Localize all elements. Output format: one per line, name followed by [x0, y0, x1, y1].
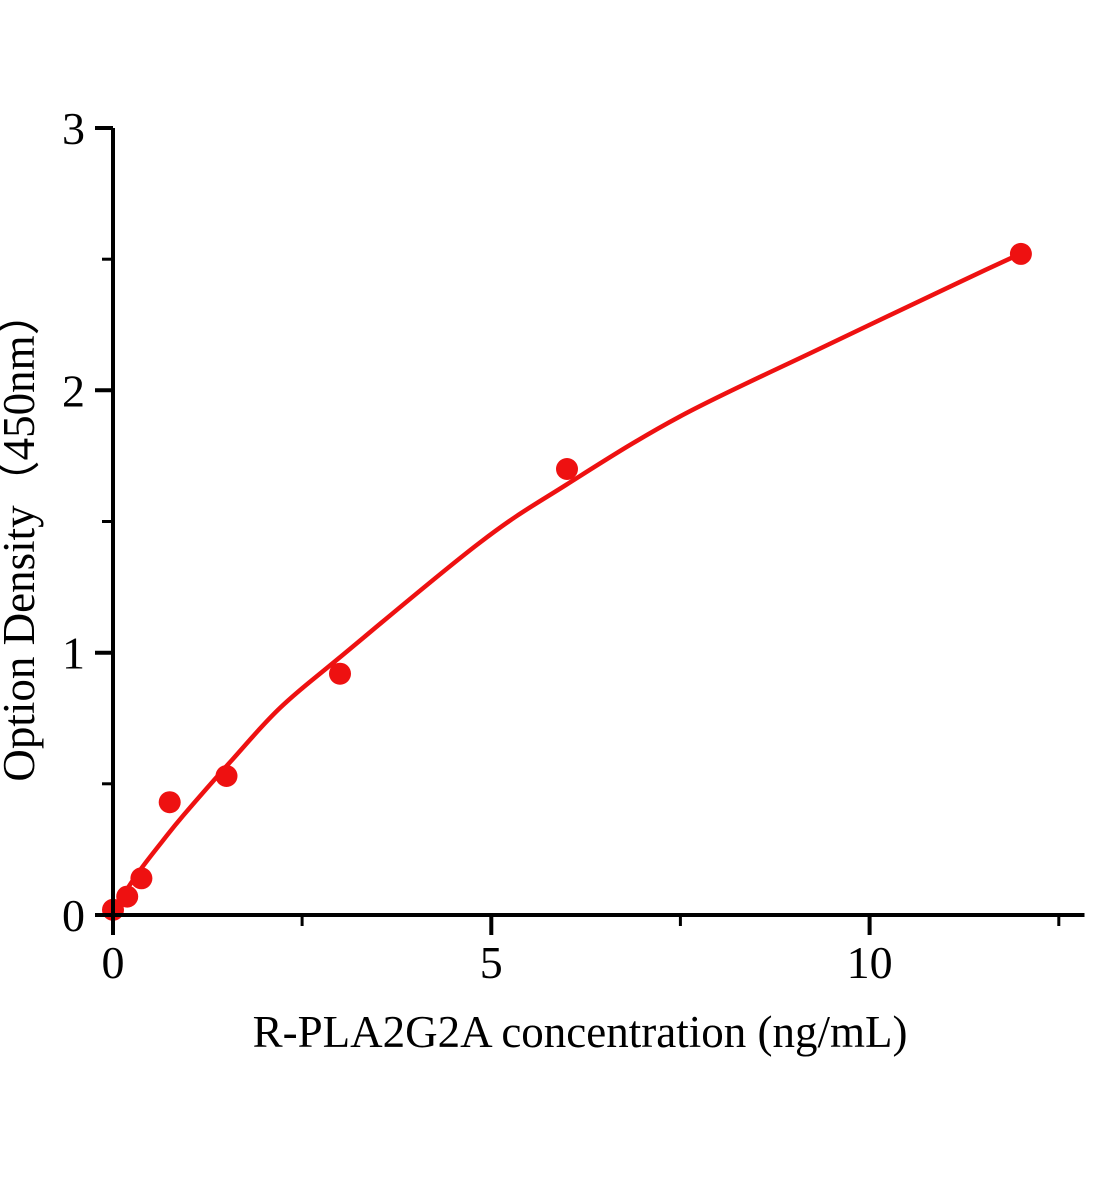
- data-points-layer: [102, 242, 1032, 921]
- y-axis-title: Option Density（450nm）: [0, 290, 44, 781]
- data-point: [329, 662, 351, 685]
- data-point: [158, 791, 181, 814]
- x-axis-title: R-PLA2G2A concentration (ng/mL): [253, 1007, 908, 1057]
- y-tick-label: 2: [62, 365, 85, 416]
- fit-curve: [110, 251, 1023, 918]
- x-tick-label: 10: [847, 937, 893, 988]
- x-tick-label: 5: [480, 937, 503, 988]
- data-point: [556, 458, 578, 480]
- data-point: [1009, 242, 1032, 265]
- data-point: [215, 765, 238, 787]
- fit-curve-layer: [110, 251, 1023, 918]
- x-tick-label: 0: [102, 937, 125, 988]
- tick-labels-layer: 0 5 10 0 1 2 3: [62, 103, 893, 988]
- y-tick-label: 3: [62, 103, 85, 154]
- y-tick-label: 0: [62, 890, 85, 941]
- data-point: [130, 867, 153, 890]
- data-point: [116, 885, 139, 908]
- y-tick-label: 1: [62, 628, 85, 679]
- axes-layer: [95, 126, 1085, 935]
